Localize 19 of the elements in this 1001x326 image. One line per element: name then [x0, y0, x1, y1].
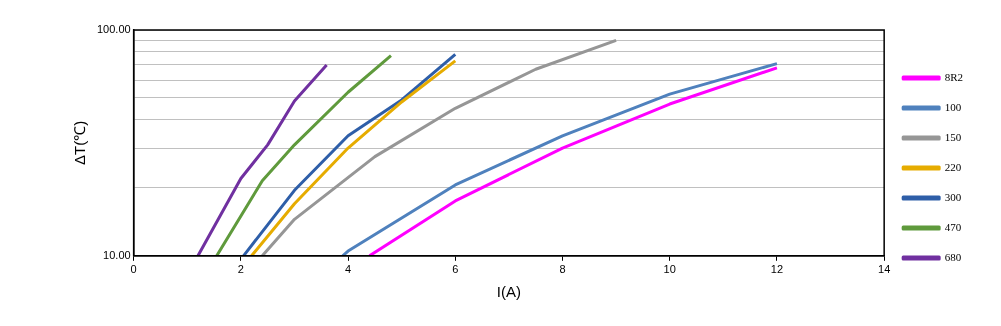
legend-label: 470: [944, 220, 962, 233]
x-axis-title: I(A): [496, 283, 521, 301]
x-tick-label: 6: [452, 263, 459, 276]
legend-label: 680: [944, 250, 962, 263]
legend-label: 8R2: [944, 70, 964, 83]
x-tick-label: 0: [130, 263, 137, 276]
legend-label: 300: [944, 190, 962, 203]
x-tick-label: 4: [345, 263, 352, 276]
x-tick-label: 8: [559, 263, 566, 276]
legend-label: 150: [944, 130, 962, 143]
legend-label: 100: [944, 100, 962, 113]
y-axis-title: ΔT(℃): [71, 120, 89, 165]
legend-label: 220: [944, 160, 962, 173]
x-tick-label: 14: [878, 263, 891, 276]
y-tick-label: 100.00: [96, 23, 131, 36]
y-tick-label: 10.00: [103, 248, 131, 261]
x-tick-label: 12: [770, 263, 784, 276]
x-tick-label: 2: [237, 263, 244, 276]
x-tick-label: 10: [663, 263, 676, 276]
